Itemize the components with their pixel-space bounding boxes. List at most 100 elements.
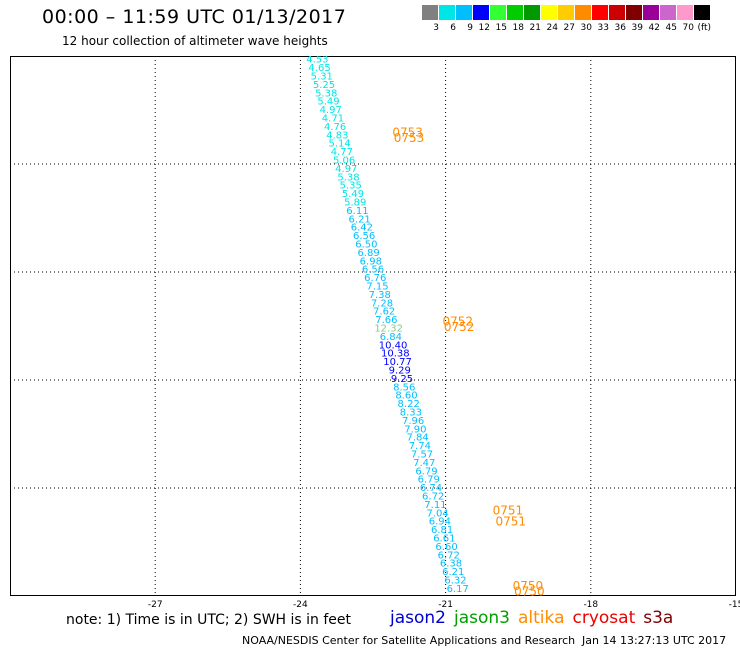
satellite-s3a: s3a xyxy=(643,608,674,628)
scale-label: 6 xyxy=(450,23,456,33)
scale-label: 30 xyxy=(580,23,592,33)
scale-swatch xyxy=(456,5,473,20)
wave-height-label: 4.97 xyxy=(320,105,342,116)
wave-height-label: 7.66 xyxy=(375,315,397,326)
scale-label: 42 xyxy=(648,23,660,33)
scale-label: 3 xyxy=(433,23,439,33)
time-label: 0751 xyxy=(495,514,526,528)
map-title: 00:00 – 11:59 UTC 01/13/2017 xyxy=(42,6,347,28)
wave-height-label: 8.22 xyxy=(398,399,420,410)
footer-credit: NOAA/NESDIS Center for Satellite Applica… xyxy=(242,634,576,647)
wave-height-label: 5.49 xyxy=(342,189,364,200)
scale-swatch xyxy=(422,5,439,20)
wave-height-label: 6.32 xyxy=(444,576,466,587)
wave-height-label: 5.38 xyxy=(337,172,359,183)
wave-height-label: 5.35 xyxy=(340,181,362,192)
footer-timestamp: Jan 14 13:27:13 UTC 2017 xyxy=(582,634,727,647)
wave-height-label: 8.60 xyxy=(395,391,417,402)
scale-label: 39 xyxy=(631,23,643,33)
wave-height-label: 6.84 xyxy=(380,332,402,343)
wave-height-label: 5.31 xyxy=(311,72,333,83)
scale-label: 70 xyxy=(682,23,694,33)
wave-height-label: 4.53 xyxy=(306,56,328,66)
scale-swatch xyxy=(490,5,507,20)
wave-height-label: 8.56 xyxy=(393,382,415,393)
color-scale-labels: 3 6 9 12 15 18 21 24 27 30 33 36 39 42 45 70 (ft) xyxy=(422,23,711,33)
scale-swatch xyxy=(677,5,694,20)
wave-height-label: 12.32 xyxy=(374,324,403,335)
wave-height-label: 6.17 xyxy=(447,584,469,595)
satellite-legend: jason2 jason3 altika cryosat s3a xyxy=(390,608,681,628)
wave-height-label: 7.74 xyxy=(409,441,431,452)
wave-height-label: 5.25 xyxy=(313,80,335,91)
wave-height-label: 6.81 xyxy=(431,525,453,536)
time-label: 0752 xyxy=(444,320,475,334)
wave-height-label: 9.29 xyxy=(389,366,411,377)
wave-height-label: 5.38 xyxy=(315,88,337,99)
wave-height-label: 6.11 xyxy=(346,206,368,217)
scale-swatch xyxy=(473,5,490,20)
map-plot: -30-32-34-36-38-40-27-24-21-18-15-304.53… xyxy=(10,56,740,610)
wave-height-label: 6.79 xyxy=(415,466,437,477)
scale-swatch xyxy=(592,5,609,20)
wave-height-label: 6.56 xyxy=(362,265,384,276)
lon-tick-label: -27 xyxy=(148,600,163,610)
wave-height-label: 7.28 xyxy=(371,298,393,309)
scale-label: 21 xyxy=(529,23,541,33)
footer-note: note: 1) Time is in UTC; 2) SWH is in fe… xyxy=(66,612,352,628)
wave-height-label: 7.47 xyxy=(413,458,435,469)
wave-height-label: 4.83 xyxy=(326,130,348,141)
wave-height-label: 7.62 xyxy=(373,307,395,318)
scale-label: 45 xyxy=(665,23,677,33)
scale-label: 24 xyxy=(546,23,558,33)
wave-height-label: 6.76 xyxy=(364,273,386,284)
wave-height-label: 7.84 xyxy=(406,433,428,444)
time-label: 0752 xyxy=(442,315,473,329)
wave-height-label: 8.33 xyxy=(400,408,422,419)
scale-label: 18 xyxy=(512,23,524,33)
wave-height-label: 7.15 xyxy=(366,282,388,293)
wave-height-label: 6.60 xyxy=(435,542,457,553)
wave-height-label: 10.38 xyxy=(381,349,410,360)
wave-height-label: 7.57 xyxy=(411,450,433,461)
scale-label: 9 xyxy=(467,23,473,33)
scale-swatch xyxy=(575,5,592,20)
satellite-altika: altika xyxy=(518,608,565,628)
lon-tick-label: -18 xyxy=(583,600,598,610)
lon-tick-label: -24 xyxy=(293,600,308,610)
time-label: 0750 xyxy=(513,579,544,593)
wave-height-label: 10.40 xyxy=(379,340,408,351)
scale-label: 36 xyxy=(614,23,626,33)
satellite-jason3: jason3 xyxy=(454,608,510,628)
scale-swatch xyxy=(524,5,541,20)
wave-height-label: 4.77 xyxy=(331,147,353,158)
wave-height-label: 6.38 xyxy=(440,559,462,570)
wave-height-label: 4.76 xyxy=(324,122,346,133)
scale-swatch xyxy=(609,5,626,20)
scale-swatch xyxy=(507,5,524,20)
scale-label: 15 xyxy=(495,23,507,33)
wave-height-label: 4.71 xyxy=(322,114,344,125)
wave-height-label: 6.50 xyxy=(355,240,377,251)
scale-label: 12 xyxy=(478,23,490,33)
wave-height-label: 6.98 xyxy=(360,256,382,267)
scale-swatch xyxy=(439,5,456,20)
map-subtitle: 12 hour collection of altimeter wave hei… xyxy=(62,34,328,48)
satellite-jason2: jason2 xyxy=(390,608,446,628)
scale-swatch xyxy=(643,5,660,20)
wave-height-label: 10.77 xyxy=(383,357,412,368)
wave-height-label: 6.42 xyxy=(351,223,373,234)
satellite-cryosat: cryosat xyxy=(572,608,636,628)
scale-swatch xyxy=(626,5,643,20)
plot-frame xyxy=(10,56,736,596)
scale-label: 27 xyxy=(563,23,575,33)
time-label: 0753 xyxy=(392,126,423,140)
wave-height-label: 7.11 xyxy=(424,500,446,511)
wave-height-label: 6.21 xyxy=(349,214,371,225)
wave-height-label: 6.72 xyxy=(422,492,444,503)
lon-tick-label: -15 xyxy=(729,600,740,610)
lon-tick-label: -21 xyxy=(438,600,453,610)
time-label: 0753 xyxy=(394,131,425,145)
wave-height-label: 5.14 xyxy=(328,139,350,150)
scale-label: 33 xyxy=(597,23,609,33)
